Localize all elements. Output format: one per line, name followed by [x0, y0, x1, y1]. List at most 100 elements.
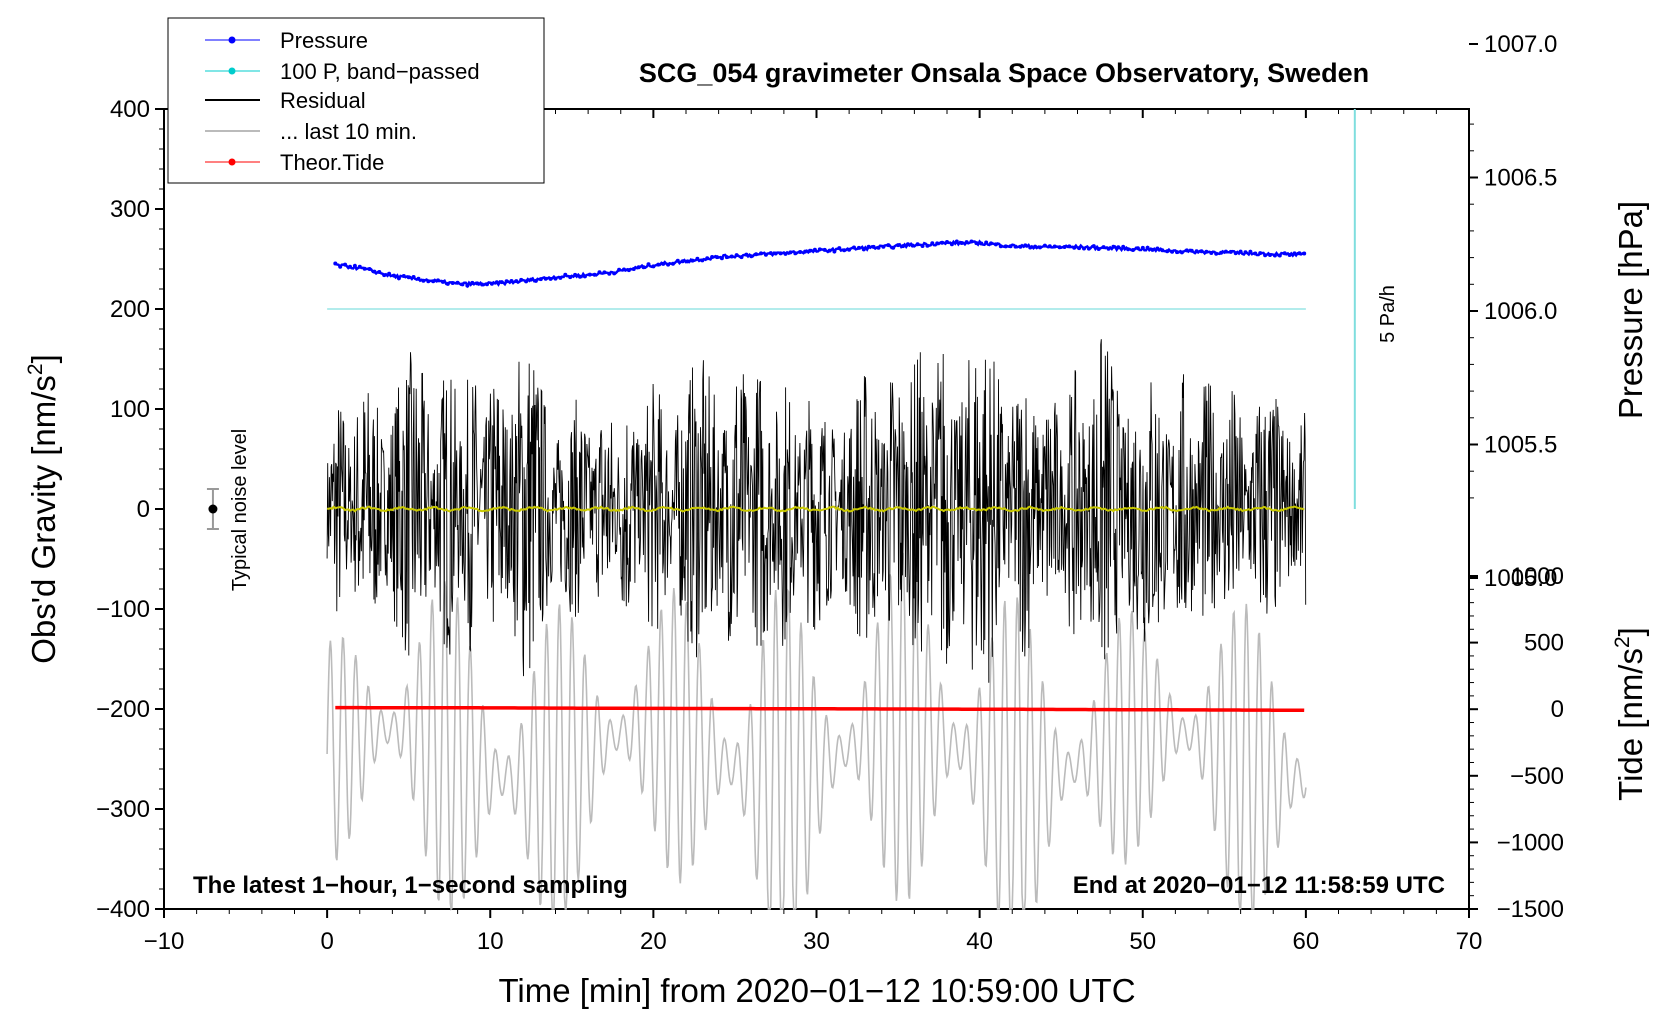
pressure-point	[1072, 245, 1077, 250]
legend-label-theor-tide: Theor.Tide	[280, 150, 384, 175]
pressure-point	[372, 269, 377, 274]
pressure-point	[431, 279, 436, 284]
pressure-point	[445, 281, 450, 286]
x-tick-label: 10	[477, 928, 504, 955]
pressure-point	[1238, 249, 1243, 254]
pressure-point	[680, 259, 685, 264]
pressure-point	[1126, 247, 1131, 252]
pressure-point	[406, 275, 411, 280]
pressure-point	[396, 276, 401, 281]
pressure-point	[622, 267, 626, 272]
pressure-point	[1140, 245, 1145, 250]
pressure-point	[827, 248, 832, 253]
pressure-point	[357, 264, 362, 269]
tide-tick-label: 0	[1551, 696, 1564, 723]
pressure-point	[1042, 243, 1047, 248]
pressure-point	[1223, 249, 1228, 254]
tide-tick-label: −500	[1510, 763, 1564, 790]
legend-label-pressure: Pressure	[280, 28, 368, 53]
pressure-point	[739, 255, 744, 260]
pressure-point	[631, 267, 636, 271]
pressure-point	[984, 240, 989, 245]
pressure-point	[1233, 251, 1238, 256]
pressure-point	[749, 254, 754, 259]
pressure-point	[1184, 248, 1189, 253]
pressure-point	[563, 272, 568, 277]
pressure-point	[773, 251, 778, 256]
pressure-point	[568, 275, 573, 280]
pressure-point	[979, 241, 984, 246]
y-axis-label-left: Obs'd Gravity [nm/s2]	[24, 354, 62, 664]
pressure-point	[1150, 247, 1155, 252]
y-tick-label: 300	[110, 196, 150, 223]
pressure-point	[646, 262, 651, 267]
pressure-point	[866, 244, 871, 249]
pressure-point	[1287, 253, 1292, 257]
pressure-point	[1209, 251, 1214, 255]
pressure-point	[470, 280, 475, 285]
pressure-point	[837, 246, 842, 251]
pressure-point	[416, 276, 421, 281]
pressure-point	[519, 277, 524, 282]
pressure-point	[1204, 249, 1209, 254]
pressure-point	[915, 242, 920, 247]
x-tick-label: 0	[320, 928, 333, 955]
series-pressure	[333, 239, 1307, 289]
pressure-point	[940, 240, 945, 245]
pressure-point	[450, 281, 455, 285]
pressure-point	[886, 243, 891, 248]
pressure-point	[343, 262, 348, 267]
legend-label-band-passed: 100 P, band−passed	[280, 59, 480, 84]
pressure-point	[421, 278, 426, 283]
noise-label: Typical noise level	[229, 429, 251, 591]
pressure-point	[876, 245, 881, 250]
y-axis-label-pressure: Pressure [hPa]	[1612, 201, 1649, 419]
pressure-point	[651, 264, 656, 269]
pressure-tick-label: 1006.0	[1484, 298, 1557, 325]
y-tick-label: −400	[96, 896, 150, 923]
pressure-point	[695, 256, 700, 261]
y-tick-label: −100	[96, 596, 150, 623]
x-tick-label: 60	[1293, 928, 1320, 955]
pressure-point	[993, 242, 998, 247]
x-tick-label: 30	[803, 928, 830, 955]
legend-item-last-10-min: ... last 10 min.	[205, 119, 417, 144]
pressure-point	[788, 250, 793, 255]
pressure-point	[1263, 253, 1268, 258]
pressure-point	[499, 280, 504, 285]
pressure-point	[1145, 245, 1150, 250]
pressure-point	[842, 248, 847, 253]
pressure-point	[1175, 250, 1179, 255]
pressure-point	[930, 241, 935, 246]
pressure-point	[949, 242, 954, 247]
legend-label-last-10-min: ... last 10 min.	[280, 119, 417, 144]
pressure-point	[1165, 249, 1170, 254]
legend-marker-band-passed	[228, 67, 236, 75]
pressure-point	[592, 272, 597, 277]
pressure-point	[1028, 245, 1033, 250]
pressure-point	[1219, 250, 1224, 255]
pressure-point	[333, 261, 338, 266]
pressure-point	[891, 245, 896, 250]
pressure-point	[582, 274, 587, 279]
pressure-point	[881, 244, 886, 249]
pressure-point	[617, 267, 622, 272]
pressure-point	[1052, 244, 1057, 249]
pressure-point	[705, 256, 710, 261]
pressure-point	[1082, 246, 1086, 251]
pressure-point	[1194, 249, 1199, 254]
pressure-point	[945, 240, 949, 244]
pressure-point	[817, 247, 822, 252]
pressure-point	[1272, 253, 1277, 258]
tide-tick-label: −1000	[1497, 829, 1564, 856]
legend-item-residual: Residual	[205, 88, 366, 113]
pressure-point	[411, 275, 416, 279]
pressure-point	[783, 251, 788, 256]
pressure-point	[798, 250, 803, 254]
pressure-point	[1228, 249, 1233, 254]
pressure-point	[920, 244, 925, 248]
scale-bar-label: 5 Pa/h	[1377, 285, 1399, 343]
pressure-point	[1096, 247, 1101, 251]
pressure-point	[715, 255, 719, 260]
pressure-point	[612, 271, 617, 276]
